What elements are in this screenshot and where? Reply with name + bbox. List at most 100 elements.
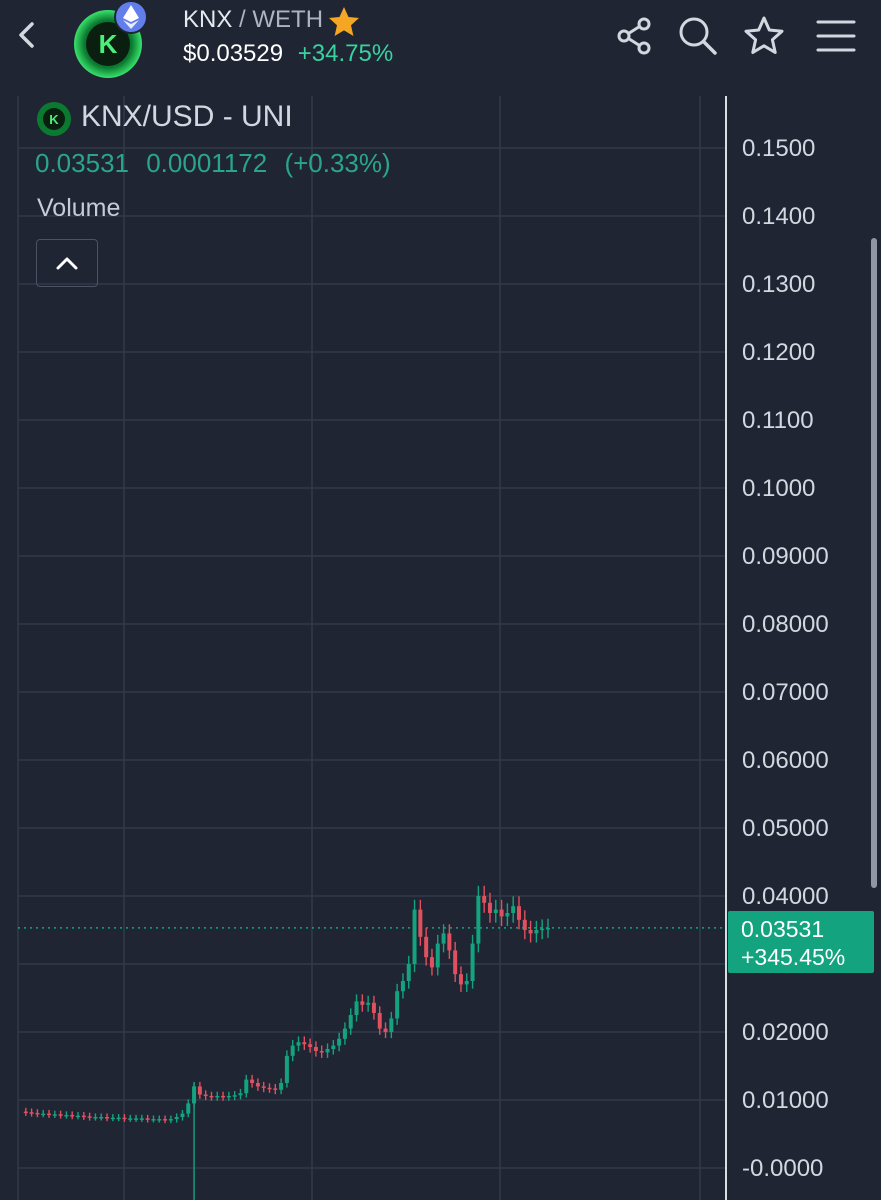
star-outline-icon: [744, 16, 784, 54]
y-tick-label: 0.06000: [742, 747, 829, 774]
menu-icon: [816, 20, 856, 52]
y-tick-label: 0.05000: [742, 815, 829, 842]
legend-last-value: 0.03531: [35, 148, 129, 178]
candle-body: [157, 1119, 162, 1121]
candle-body: [134, 1118, 139, 1120]
candle-body: [546, 927, 550, 930]
y-tick-label: 0.01000: [742, 1087, 829, 1114]
candle-body: [453, 950, 458, 975]
candle-body: [296, 1042, 301, 1046]
candle-body: [389, 1018, 394, 1032]
candle-body: [99, 1117, 104, 1119]
candle-body: [163, 1119, 168, 1121]
chart-symbol-title: KNX/USD - UNI: [81, 100, 293, 133]
search-icon: [679, 17, 717, 55]
candle-body: [29, 1112, 34, 1114]
base-symbol: KNX: [183, 6, 233, 33]
price-scale-scrollbar[interactable]: [871, 238, 877, 888]
chart-grid: [17, 96, 726, 1200]
candle-body: [116, 1117, 121, 1120]
candle-body: [400, 981, 405, 992]
y-tick-label: -0.0000: [742, 1155, 823, 1182]
share-button[interactable]: [612, 14, 656, 58]
price-tag-value: 0.03531: [741, 916, 825, 942]
candle-body: [516, 906, 521, 920]
favorite-star-button[interactable]: [326, 4, 362, 40]
candle-body: [325, 1049, 330, 1053]
candle-body: [366, 1002, 371, 1005]
candle-body: [215, 1095, 220, 1098]
candle-body: [429, 957, 434, 968]
candle-body: [284, 1055, 289, 1083]
watchlist-button[interactable]: [742, 14, 786, 58]
y-tick-label: 0.02000: [742, 1019, 829, 1046]
candle-body: [458, 974, 463, 985]
y-tick-label: 0.1400: [742, 203, 815, 230]
y-tick-label: 0.1500: [742, 135, 815, 162]
candle-body: [505, 913, 510, 917]
candle-body: [464, 981, 469, 985]
candle-body: [250, 1079, 255, 1083]
y-tick-label: 0.1000: [742, 475, 815, 502]
candles: [23, 885, 550, 1200]
ohlc-legend: 0.03531 0.0001172 (+0.33%): [35, 148, 401, 179]
candle-body: [52, 1114, 57, 1116]
price-change: +34.75%: [297, 40, 394, 67]
candle-body: [180, 1113, 185, 1117]
candle-body: [186, 1103, 191, 1114]
candle-body: [128, 1118, 133, 1120]
candle-body: [482, 896, 487, 903]
candle-body: [139, 1118, 144, 1120]
share-icon: [617, 17, 651, 55]
candle-body: [64, 1114, 69, 1117]
candle-body: [151, 1119, 156, 1121]
candle-body: [279, 1083, 284, 1090]
pair-separator: /: [239, 6, 246, 33]
candle-body: [203, 1094, 208, 1097]
candle-body: [221, 1095, 226, 1098]
candle-body: [105, 1117, 110, 1119]
candle-body: [377, 1012, 382, 1029]
candle-body: [331, 1045, 336, 1049]
quote-symbol: WETH: [252, 6, 324, 33]
collapse-indicators-button[interactable]: [36, 239, 98, 287]
price-axis: 0.1500 0.1400 0.1300 0.1200 0.1100 0.1000 0.09…: [725, 96, 829, 1200]
legend-logo-letter: K: [49, 112, 59, 127]
candle-body: [412, 909, 417, 964]
candle-body: [232, 1095, 237, 1097]
back-button[interactable]: [10, 18, 44, 52]
candle-body: [435, 943, 440, 968]
candle-body: [371, 1002, 376, 1013]
candle-body: [534, 930, 539, 934]
candle-body: [354, 1001, 359, 1015]
candle-body: [424, 936, 429, 958]
menu-button[interactable]: [814, 14, 858, 58]
volume-indicator-label[interactable]: Volume: [37, 194, 121, 222]
back-icon: [19, 22, 34, 48]
y-tick-label: 0.1200: [742, 339, 815, 366]
candle-body: [418, 909, 423, 937]
candle-body: [70, 1114, 75, 1117]
candle-body: [313, 1046, 318, 1052]
candle-body: [47, 1113, 52, 1116]
candle-body: [511, 906, 516, 913]
candle-body: [273, 1088, 278, 1090]
candle-body: [267, 1087, 272, 1090]
logo-letter: K: [99, 29, 118, 59]
last-price-tag: 0.03531 +345.45%: [728, 911, 874, 973]
candle-body: [145, 1118, 150, 1120]
legend-token-logo: K: [36, 101, 72, 137]
candle-body: [261, 1086, 266, 1088]
y-tick-label: 0.1100: [742, 407, 814, 434]
candle-body: [395, 991, 400, 1019]
search-button[interactable]: [676, 14, 720, 58]
candle-body: [441, 933, 446, 944]
candle-body: [342, 1028, 347, 1039]
candle-body: [110, 1117, 115, 1120]
legend-change-pct: (+0.33%): [284, 148, 391, 178]
top-bar: K KNX / WETH $0.03529 +34.75%: [0, 0, 881, 96]
candle-body: [174, 1117, 179, 1120]
ethereum-icon: [114, 0, 148, 34]
candle-body: [76, 1115, 81, 1118]
